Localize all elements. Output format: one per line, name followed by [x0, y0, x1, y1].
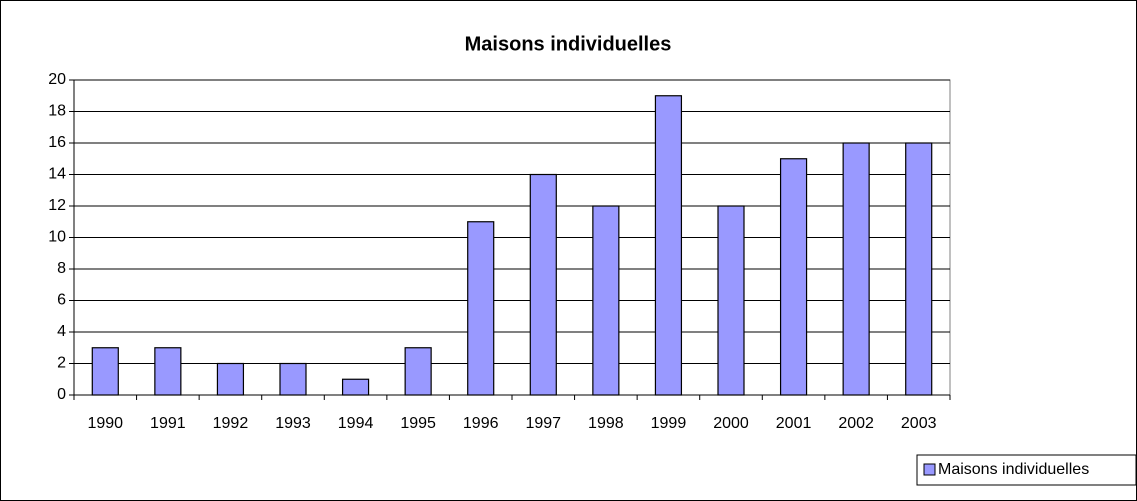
x-tick-label: 1996 [463, 415, 499, 432]
bar [592, 205, 620, 396]
chart-title: Maisons individuelles [465, 33, 672, 55]
x-tick-label: 1992 [213, 415, 249, 432]
y-tick-label: 20 [48, 71, 66, 88]
x-tick-label: 1994 [338, 415, 374, 432]
y-tick-label: 2 [57, 355, 66, 372]
y-tick-label: 14 [48, 166, 66, 183]
y-tick-label: 16 [48, 134, 66, 151]
bar [905, 142, 933, 396]
bar [842, 142, 870, 396]
x-tick-label: 1995 [400, 415, 436, 432]
y-tick-label: 0 [57, 386, 66, 403]
legend-box [916, 454, 1137, 486]
bar [154, 347, 182, 396]
y-tick-label: 6 [57, 292, 66, 309]
x-tick-label: 1990 [87, 415, 123, 432]
x-tick-label: 1998 [588, 415, 624, 432]
bar [279, 362, 307, 396]
bar [91, 347, 119, 396]
bar [779, 158, 808, 396]
bar [216, 362, 245, 396]
bar [529, 173, 557, 396]
x-tick-label: 1997 [525, 415, 561, 432]
y-tick-label: 18 [48, 103, 66, 120]
y-tick-label: 4 [57, 323, 66, 340]
x-tick-label: 2000 [713, 415, 749, 432]
x-tick-label: 1993 [275, 415, 311, 432]
x-tick-label: 2001 [776, 415, 812, 432]
legend-label: Maisons individuelles [938, 461, 1089, 478]
x-tick-label: 2003 [901, 415, 937, 432]
bar [654, 95, 683, 396]
x-tick-label: 2002 [838, 415, 874, 432]
y-tick-label: 8 [57, 260, 66, 277]
bar [467, 221, 495, 396]
legend-swatch [923, 463, 936, 476]
bar [341, 378, 370, 396]
x-tick-label: 1991 [150, 415, 186, 432]
bar [404, 347, 432, 396]
y-tick-label: 10 [48, 229, 66, 246]
bar [717, 205, 745, 396]
x-tick-label: 1999 [651, 415, 687, 432]
y-tick-label: 12 [48, 197, 66, 214]
